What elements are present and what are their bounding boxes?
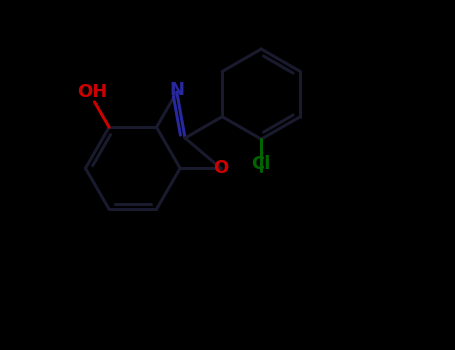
Text: O: O [213,159,228,177]
Text: N: N [169,81,184,99]
Text: Cl: Cl [252,155,271,173]
Text: OH: OH [77,83,107,101]
